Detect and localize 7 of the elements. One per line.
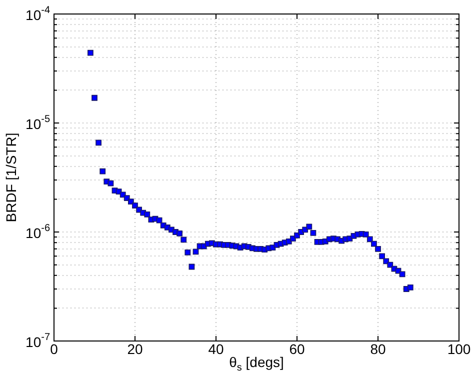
x-tick-label: 80 [370,340,386,357]
x-tick-label: 60 [289,340,305,357]
x-tick-label: 100 [447,340,471,357]
x-tick-label: 40 [208,340,224,357]
x-tick-label: 20 [127,340,143,357]
y-axis-title: BRDF [1/STR] [2,132,19,222]
x-tick-label: 0 [50,340,58,357]
